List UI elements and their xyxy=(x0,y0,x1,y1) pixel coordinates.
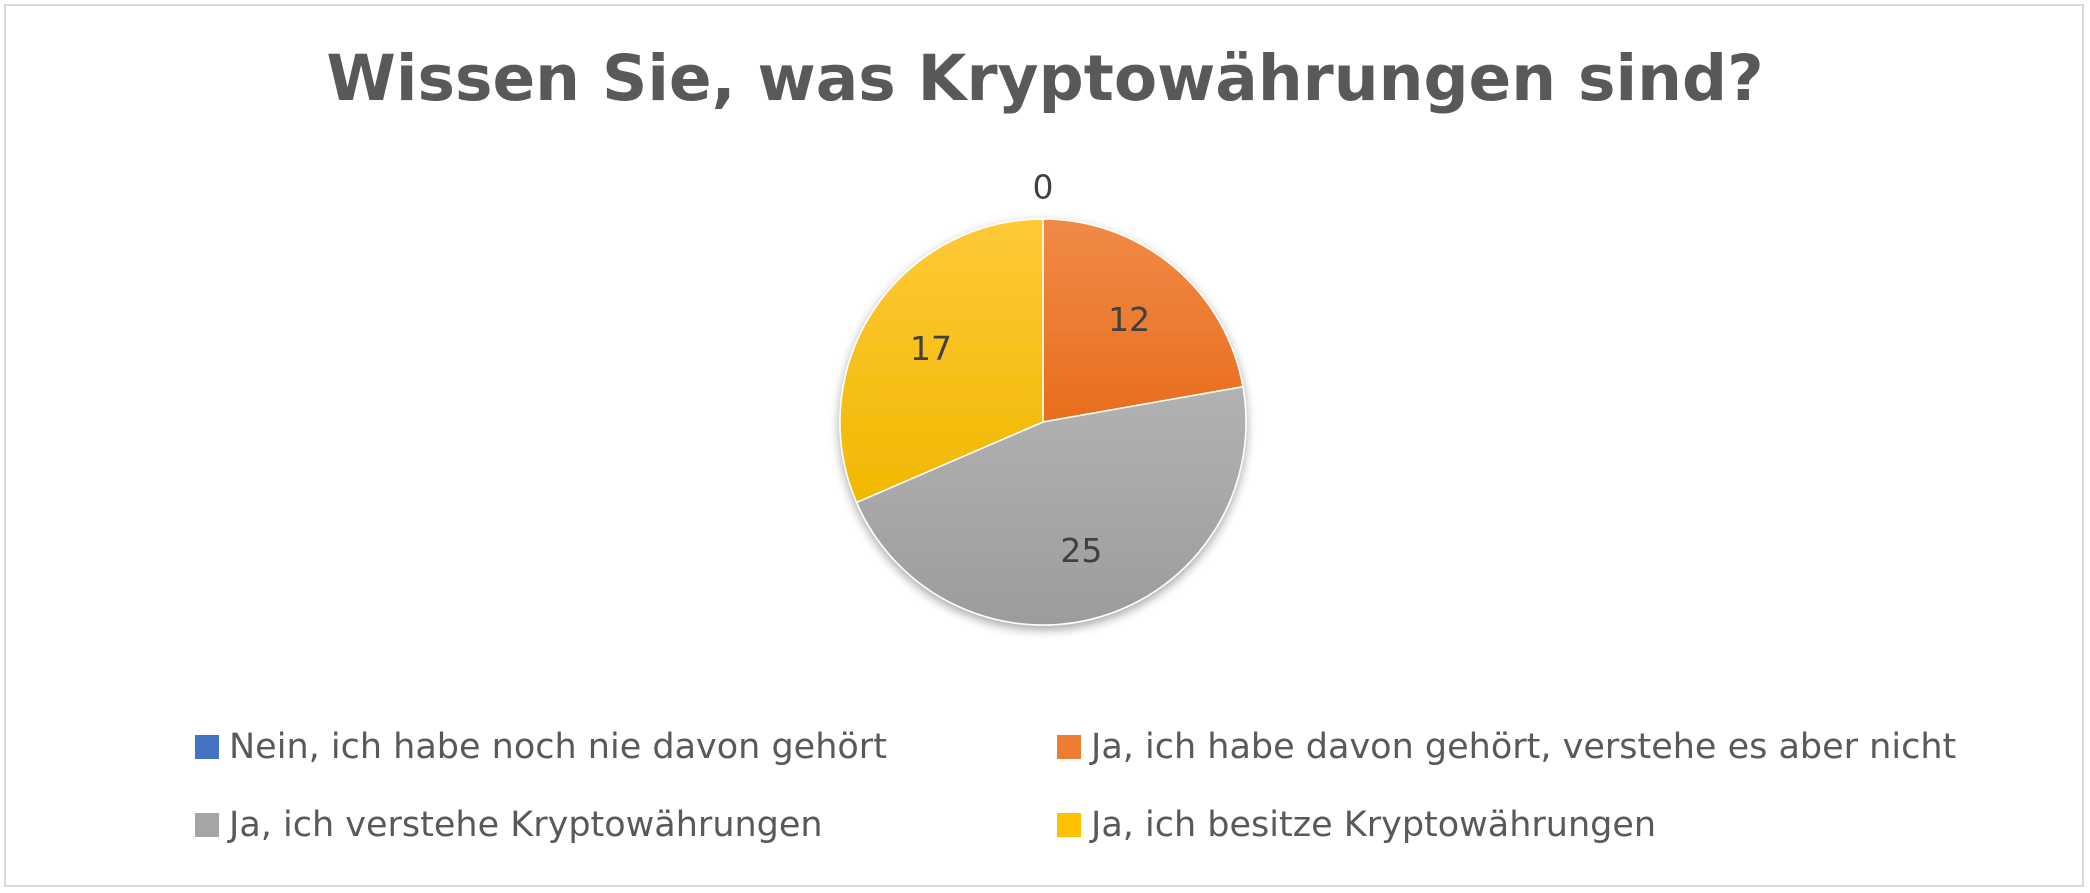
data-label: 0 xyxy=(1033,168,1054,207)
slice-gehoert xyxy=(1042,218,1244,423)
legend-swatch-gray xyxy=(195,813,219,837)
legend-label: Ja, ich habe davon gehört, verstehe es a… xyxy=(1091,727,1957,767)
data-label: 17 xyxy=(910,329,952,368)
data-label: 25 xyxy=(1060,531,1102,570)
chart-title: Wissen Sie, was Kryptowährungen sind? xyxy=(326,42,1764,115)
legend-label: Nein, ich habe noch nie davon gehört xyxy=(229,727,887,767)
legend-label: Ja, ich besitze Kryptowährungen xyxy=(1091,805,1657,845)
legend-label: Ja, ich verstehe Kryptowährungen xyxy=(229,805,823,845)
legend-swatch-orange xyxy=(1057,735,1081,759)
legend-item-nein: Nein, ich habe noch nie davon gehört xyxy=(195,727,887,767)
data-label: 12 xyxy=(1108,300,1150,339)
slice-besitze xyxy=(839,218,1044,504)
slice-verstehe xyxy=(855,385,1247,626)
legend-item-verstehe: Ja, ich verstehe Kryptowährungen xyxy=(195,805,823,845)
legend-swatch-yellow xyxy=(1057,813,1081,837)
legend-item-besitze: Ja, ich besitze Kryptowährungen xyxy=(1057,805,1656,845)
legend-item-gehoert: Ja, ich habe davon gehört, verstehe es a… xyxy=(1057,727,1956,767)
legend-swatch-blue xyxy=(195,735,219,759)
